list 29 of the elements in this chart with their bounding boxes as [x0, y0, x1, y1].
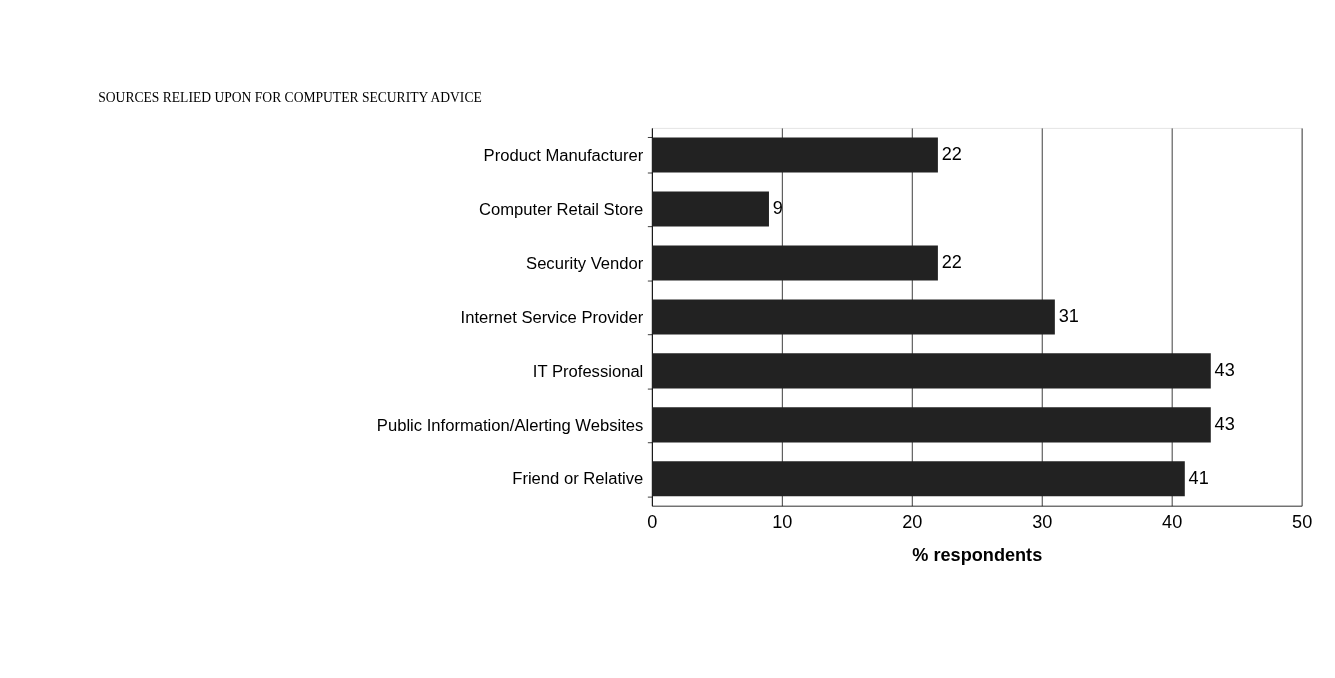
x-tick-label: 30 — [1032, 512, 1053, 533]
bar — [652, 299, 1055, 335]
y-tick-label: Product Manufacturer — [483, 145, 644, 165]
y-tick-label: Friend or Relative — [512, 469, 644, 489]
x-tick-label: 20 — [902, 512, 923, 533]
x-tick-label: 0 — [647, 512, 658, 533]
y-tick-label: Security Vendor — [526, 253, 644, 273]
data-label: 22 — [941, 144, 962, 165]
y-tick-label: IT Professional — [532, 361, 644, 381]
data-label: 31 — [1058, 306, 1079, 327]
bar — [652, 245, 938, 281]
x-tick-label: 40 — [1162, 512, 1183, 533]
bar — [652, 407, 1211, 443]
y-tick-label: Computer Retail Store — [479, 199, 644, 219]
y-tick-label: Internet Service Provider — [460, 307, 644, 327]
data-label: 43 — [1214, 414, 1235, 435]
bar — [652, 461, 1185, 497]
x-tick-label: 10 — [772, 512, 793, 533]
data-label: 43 — [1214, 360, 1235, 381]
x-tick-label: 50 — [1292, 512, 1313, 533]
bar — [652, 191, 769, 227]
data-label: 22 — [941, 252, 962, 273]
data-label: 41 — [1188, 468, 1209, 489]
bar — [652, 137, 938, 173]
x-axis-title: % respondents — [912, 545, 1043, 566]
data-label: 9 — [772, 198, 783, 219]
text: SOURCES RELIED UPON FOR COMPUTER SECURITY ADVICE — [98, 89, 482, 105]
bar — [652, 353, 1211, 389]
y-tick-label: Public Information/Alerting Websites — [376, 415, 644, 435]
